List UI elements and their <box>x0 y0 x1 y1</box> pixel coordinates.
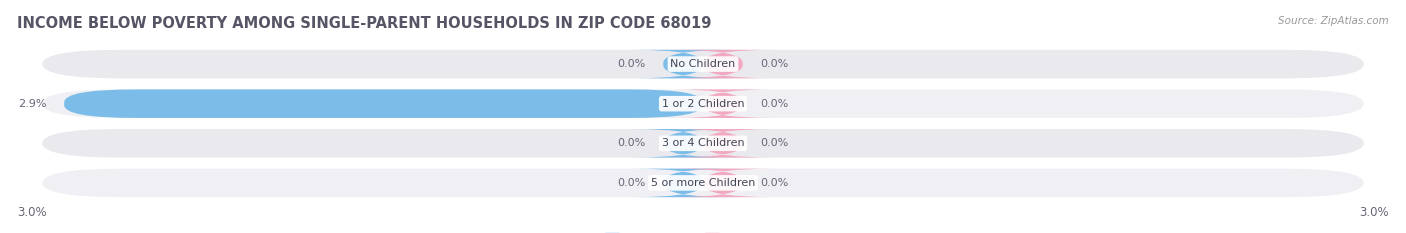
FancyBboxPatch shape <box>42 169 1364 197</box>
Text: INCOME BELOW POVERTY AMONG SINGLE-PARENT HOUSEHOLDS IN ZIP CODE 68019: INCOME BELOW POVERTY AMONG SINGLE-PARENT… <box>17 16 711 31</box>
FancyBboxPatch shape <box>671 89 775 118</box>
Legend: Single Father, Single Mother: Single Father, Single Mother <box>600 229 806 233</box>
FancyBboxPatch shape <box>65 89 703 118</box>
Text: 3.0%: 3.0% <box>17 206 46 219</box>
Text: 0.0%: 0.0% <box>761 59 789 69</box>
Text: 3.0%: 3.0% <box>1360 206 1389 219</box>
Text: 2.9%: 2.9% <box>18 99 46 109</box>
FancyBboxPatch shape <box>671 169 775 197</box>
Text: 0.0%: 0.0% <box>761 99 789 109</box>
FancyBboxPatch shape <box>42 50 1364 78</box>
Text: 0.0%: 0.0% <box>761 178 789 188</box>
Text: No Children: No Children <box>671 59 735 69</box>
Text: 0.0%: 0.0% <box>761 138 789 148</box>
FancyBboxPatch shape <box>631 50 735 78</box>
FancyBboxPatch shape <box>631 129 735 158</box>
FancyBboxPatch shape <box>42 89 1364 118</box>
Text: 0.0%: 0.0% <box>617 178 645 188</box>
FancyBboxPatch shape <box>631 169 735 197</box>
Text: 1 or 2 Children: 1 or 2 Children <box>662 99 744 109</box>
FancyBboxPatch shape <box>42 129 1364 158</box>
Text: 0.0%: 0.0% <box>617 138 645 148</box>
Text: 0.0%: 0.0% <box>617 59 645 69</box>
Text: Source: ZipAtlas.com: Source: ZipAtlas.com <box>1278 16 1389 26</box>
Text: 5 or more Children: 5 or more Children <box>651 178 755 188</box>
FancyBboxPatch shape <box>671 50 775 78</box>
FancyBboxPatch shape <box>671 129 775 158</box>
Text: 3 or 4 Children: 3 or 4 Children <box>662 138 744 148</box>
